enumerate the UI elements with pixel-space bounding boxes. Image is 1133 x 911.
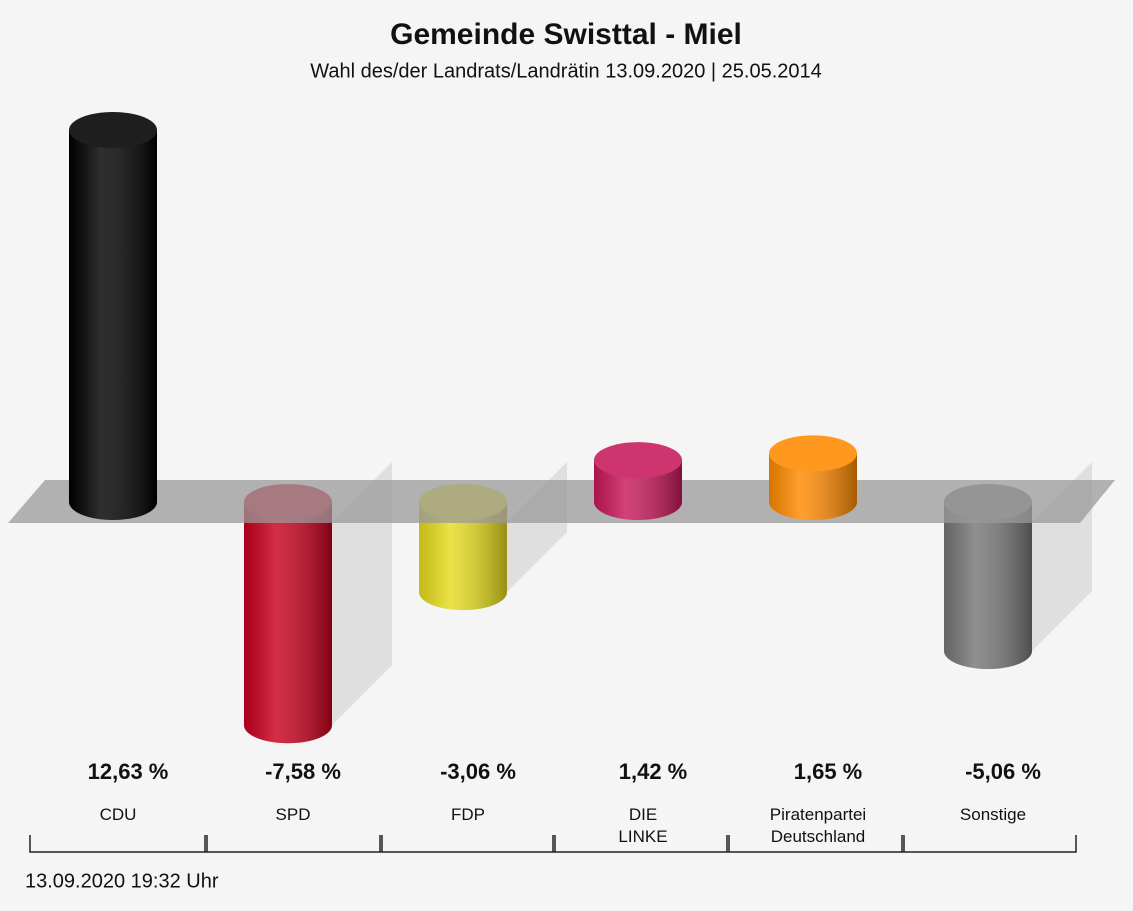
zero-plane [8, 480, 1115, 523]
bar-shade [244, 502, 332, 726]
category-label: FDP [451, 805, 485, 824]
category-label: CDU [99, 805, 137, 824]
bar-shadow [332, 462, 392, 726]
bar-top-shade [594, 442, 682, 479]
footer: 13.09.2020 19:32 Uhr [25, 870, 219, 892]
bar-top [769, 435, 857, 472]
bar-top [594, 442, 682, 479]
labels: 12,63 % -7,58 % -3,06 % 1,42 % 1,65 % -5,06 % [88, 759, 1041, 784]
value-label: -7,58 % [265, 759, 341, 784]
value-label: 12,63 % [88, 759, 169, 784]
bar-shade [944, 502, 1032, 652]
bar-top-shade [769, 435, 857, 472]
category-label: Sonstige [959, 805, 1027, 824]
category-label: SPD [275, 805, 311, 824]
positive-bars [69, 112, 857, 520]
bar-top [69, 112, 157, 148]
category-label: DIE LINKE [618, 805, 668, 846]
category-label: Piratenpartei Deutschland [769, 805, 867, 846]
bar-shade [69, 130, 157, 502]
value-label: 1,42 % [619, 759, 688, 784]
chart-subtitle: Wahl des/der Landrats/Landrätin 13.09.20… [310, 60, 822, 82]
category-brackets [29, 835, 1077, 853]
bar-top-shade [69, 112, 157, 148]
chart-title: Gemeinde Swisttal - Miel [390, 18, 742, 51]
value-label: -5,06 % [965, 759, 1041, 784]
value-label: -3,06 % [440, 759, 516, 784]
value-label: 1,65 % [794, 759, 863, 784]
